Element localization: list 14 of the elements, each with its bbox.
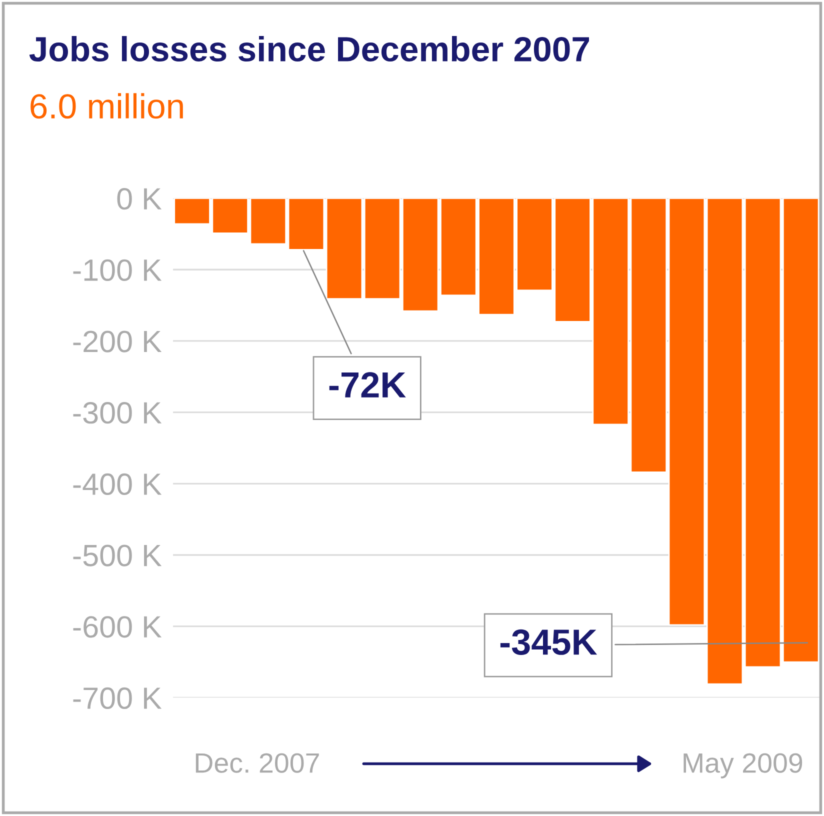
chart-title: Jobs losses since December 2007 [29, 36, 589, 62]
chart-subtitle: 6.0 million [30, 93, 183, 119]
annotation: -72K [329, 372, 406, 398]
y-tick-label: -300 K [73, 402, 162, 424]
text: May 2009 [684, 753, 802, 778]
y-tick-label: -500 K [73, 544, 162, 566]
y-tick-label: -600 K [73, 616, 162, 638]
y-tick-label: -100 K [73, 259, 162, 281]
y-tick-label: -400 K [73, 473, 162, 496]
y-tick-label: -200 K [73, 330, 162, 352]
text: Dec. 2007 [196, 753, 319, 773]
y-tick-label: -700 K [73, 687, 162, 710]
y-tick-label: 0 K [117, 188, 162, 210]
annotation: -345K [500, 629, 598, 655]
